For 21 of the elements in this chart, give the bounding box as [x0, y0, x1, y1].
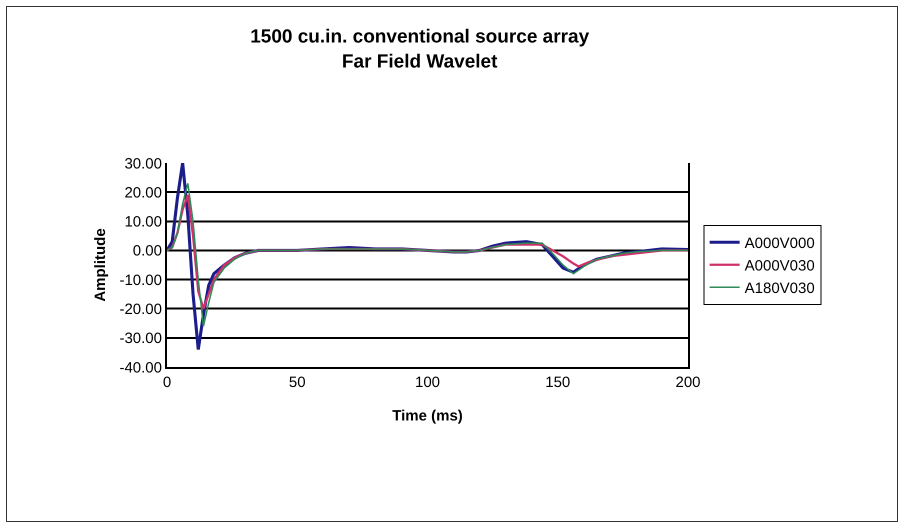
line-series: [167, 194, 688, 310]
y-tick-label: -30.00: [119, 330, 162, 348]
legend-label: A000V030: [744, 258, 815, 275]
y-tick-label: 30.00: [124, 155, 162, 172]
y-tick-label: -20.00: [119, 300, 162, 318]
y-tick-label: 0.00: [132, 242, 162, 260]
legend-label: A000V000: [744, 235, 815, 252]
y-axis-title: Amplitude: [92, 228, 110, 302]
x-tick-label: 50: [288, 374, 306, 391]
x-tick-label: 100: [414, 374, 440, 391]
y-tick-label: -40.00: [119, 359, 162, 376]
x-tick-label: 0: [162, 374, 172, 391]
y-tick-label: 10.00: [124, 214, 162, 231]
y-tick-label: 20.00: [124, 184, 162, 202]
chart-title: 1500 cu.in. conventional source array Far Field Wavelet: [250, 26, 590, 72]
legend-label: A180V030: [744, 280, 815, 298]
x-axis-title: Time (ms): [392, 408, 463, 424]
x-tick-label: 150: [545, 374, 570, 391]
x-tick-label: 200: [675, 374, 701, 391]
line-series: [167, 182, 688, 327]
y-tick-label: -10.00: [119, 272, 162, 289]
